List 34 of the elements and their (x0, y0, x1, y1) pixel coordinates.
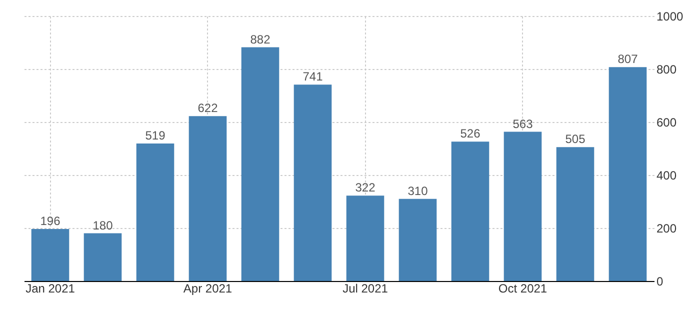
bar (136, 143, 174, 281)
bar (346, 196, 384, 281)
bar (84, 233, 122, 281)
bar (556, 147, 594, 281)
bar (451, 142, 490, 281)
data-label: 741 (302, 70, 324, 84)
y-tick-label: 0 (656, 274, 664, 288)
data-label: 505 (565, 132, 586, 146)
y-tick-label: 1000 (656, 10, 684, 24)
data-label: 807 (618, 52, 638, 66)
bar (188, 116, 227, 281)
data-label: 180 (92, 218, 114, 232)
bar (504, 132, 542, 281)
y-tick-label: 600 (656, 116, 677, 130)
data-label: 322 (355, 180, 376, 195)
bar (241, 47, 280, 281)
data-label: 882 (250, 32, 271, 46)
data-label: 519 (145, 128, 166, 142)
x-tick-label: Jul 2021 (342, 282, 388, 296)
x-tick-label: Oct 2021 (498, 282, 548, 296)
y-tick-label: 800 (656, 62, 677, 76)
bar (398, 198, 437, 281)
bar (294, 84, 332, 281)
x-tick-label: Apr 2021 (183, 282, 232, 296)
y-tick-label: 400 (656, 168, 677, 182)
data-label: 622 (198, 101, 218, 116)
data-label: 310 (408, 184, 428, 198)
bar (608, 67, 647, 281)
x-tick-label: Jan 2021 (26, 282, 76, 296)
data-label: 196 (40, 214, 61, 228)
data-label: 526 (460, 126, 481, 141)
bar (31, 229, 70, 281)
data-label: 563 (512, 116, 534, 131)
y-tick-label: 200 (656, 222, 677, 236)
